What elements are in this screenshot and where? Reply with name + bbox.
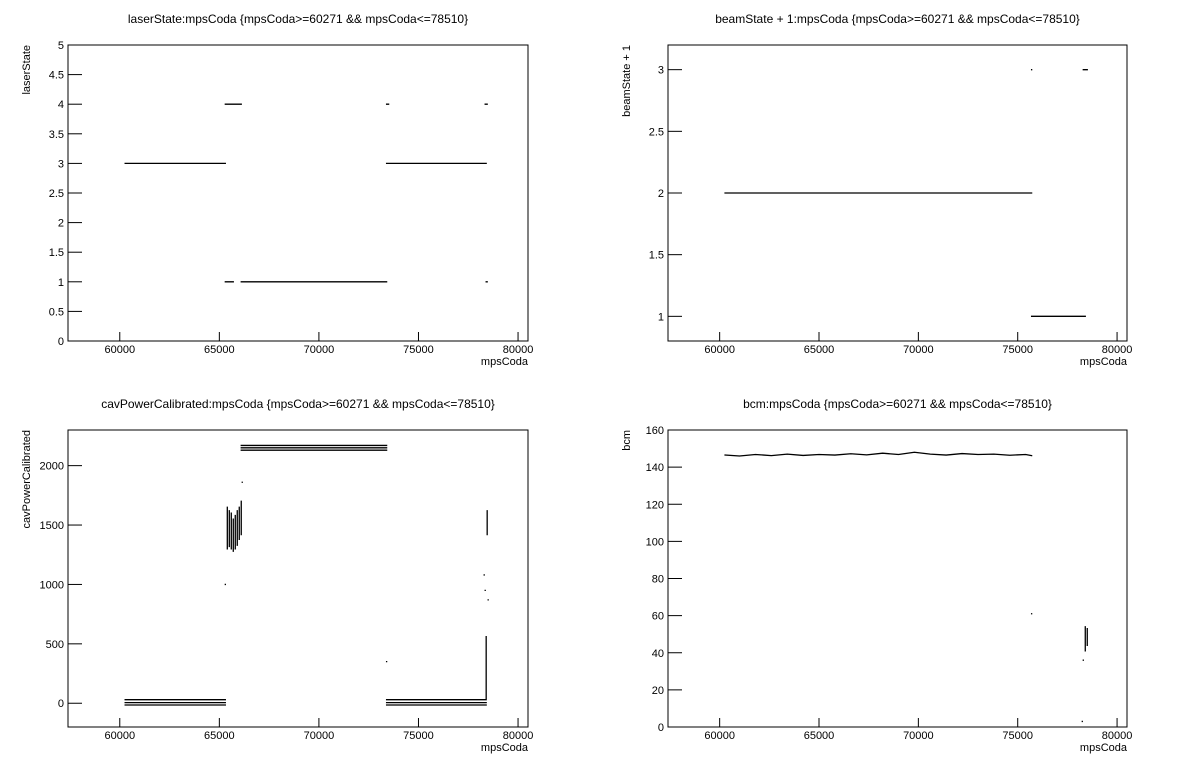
y-tick-label: 0 bbox=[658, 722, 664, 734]
y-tick-label: 0.5 bbox=[49, 306, 64, 318]
x-tick-label: 65000 bbox=[204, 730, 235, 742]
x-axis-label: mpsCoda bbox=[481, 356, 529, 368]
x-tick-label: 80000 bbox=[1102, 730, 1133, 742]
y-tick-label: 2 bbox=[58, 218, 64, 230]
data-line bbox=[724, 69, 1088, 317]
chart-title: cavPowerCalibrated:mpsCoda {mpsCoda>=602… bbox=[101, 397, 495, 411]
x-tick-label: 60000 bbox=[704, 730, 735, 742]
y-tick-label: 4.5 bbox=[49, 70, 64, 82]
plot-frame bbox=[67, 429, 529, 728]
x-axis-label: mpsCoda bbox=[1080, 742, 1128, 754]
plot-frame bbox=[667, 429, 1128, 728]
y-tick-label: 120 bbox=[646, 499, 664, 511]
data-line bbox=[124, 103, 488, 283]
x-tick-label: 65000 bbox=[204, 344, 235, 356]
x-tick-label: 70000 bbox=[903, 344, 934, 356]
y-tick-label: 2.5 bbox=[649, 126, 664, 138]
x-axis-label: mpsCoda bbox=[1080, 356, 1128, 368]
x-tick-label: 60000 bbox=[104, 344, 135, 356]
y-axis-label: bcm bbox=[621, 430, 633, 451]
y-tick-label: 3.5 bbox=[49, 129, 64, 141]
x-axis-label: mpsCoda bbox=[481, 742, 529, 754]
x-tick-label: 75000 bbox=[403, 344, 434, 356]
y-tick-label: 2 bbox=[658, 188, 664, 200]
y-tick-label: 20 bbox=[652, 685, 664, 697]
y-tick-label: 3 bbox=[58, 158, 64, 170]
x-tick-label: 75000 bbox=[1002, 730, 1033, 742]
y-tick-label: 1.5 bbox=[49, 247, 64, 259]
x-tick-label: 70000 bbox=[304, 730, 335, 742]
x-tick-label: 75000 bbox=[403, 730, 434, 742]
y-tick-label: 2000 bbox=[40, 461, 64, 473]
y-tick-label: 0 bbox=[58, 698, 64, 710]
x-tick-label: 80000 bbox=[503, 730, 534, 742]
chart-title: laserState:mpsCoda {mpsCoda>=60271 && mp… bbox=[128, 12, 468, 26]
y-tick-label: 1000 bbox=[40, 579, 64, 591]
y-tick-label: 160 bbox=[646, 425, 664, 437]
chart-title: beamState + 1:mpsCoda {mpsCoda>=60271 &&… bbox=[715, 12, 1080, 26]
y-tick-label: 5 bbox=[58, 40, 64, 52]
x-tick-label: 70000 bbox=[903, 730, 934, 742]
y-tick-label: 1.5 bbox=[649, 250, 664, 262]
y-axis-label: cavPowerCalibrated bbox=[21, 430, 33, 528]
y-tick-label: 80 bbox=[652, 574, 664, 586]
y-tick-label: 100 bbox=[646, 536, 664, 548]
plot-frame bbox=[67, 44, 529, 342]
x-tick-label: 60000 bbox=[104, 730, 135, 742]
y-tick-label: 1 bbox=[658, 311, 664, 323]
x-tick-label: 70000 bbox=[304, 344, 335, 356]
x-tick-label: 65000 bbox=[804, 730, 835, 742]
y-tick-label: 140 bbox=[646, 462, 664, 474]
chart-title: bcm:mpsCoda {mpsCoda>=60271 && mpsCoda<=… bbox=[743, 397, 1052, 411]
x-tick-label: 60000 bbox=[704, 344, 735, 356]
x-tick-label: 75000 bbox=[1002, 344, 1033, 356]
y-tick-label: 60 bbox=[652, 611, 664, 623]
y-tick-label: 3 bbox=[658, 65, 664, 77]
y-tick-label: 1500 bbox=[40, 520, 64, 532]
x-tick-label: 80000 bbox=[503, 344, 534, 356]
x-tick-label: 80000 bbox=[1102, 344, 1133, 356]
data-line bbox=[724, 451, 1088, 723]
y-axis-label: laserState bbox=[21, 45, 33, 95]
y-axis-label: beamState + 1 bbox=[621, 45, 633, 117]
x-tick-label: 65000 bbox=[804, 344, 835, 356]
data-line bbox=[124, 444, 489, 706]
y-tick-label: 1 bbox=[58, 277, 64, 289]
y-tick-label: 4 bbox=[58, 99, 64, 111]
y-tick-label: 2.5 bbox=[49, 188, 64, 200]
y-tick-label: 500 bbox=[46, 639, 64, 651]
y-tick-label: 0 bbox=[58, 336, 64, 348]
y-tick-label: 40 bbox=[652, 648, 664, 660]
